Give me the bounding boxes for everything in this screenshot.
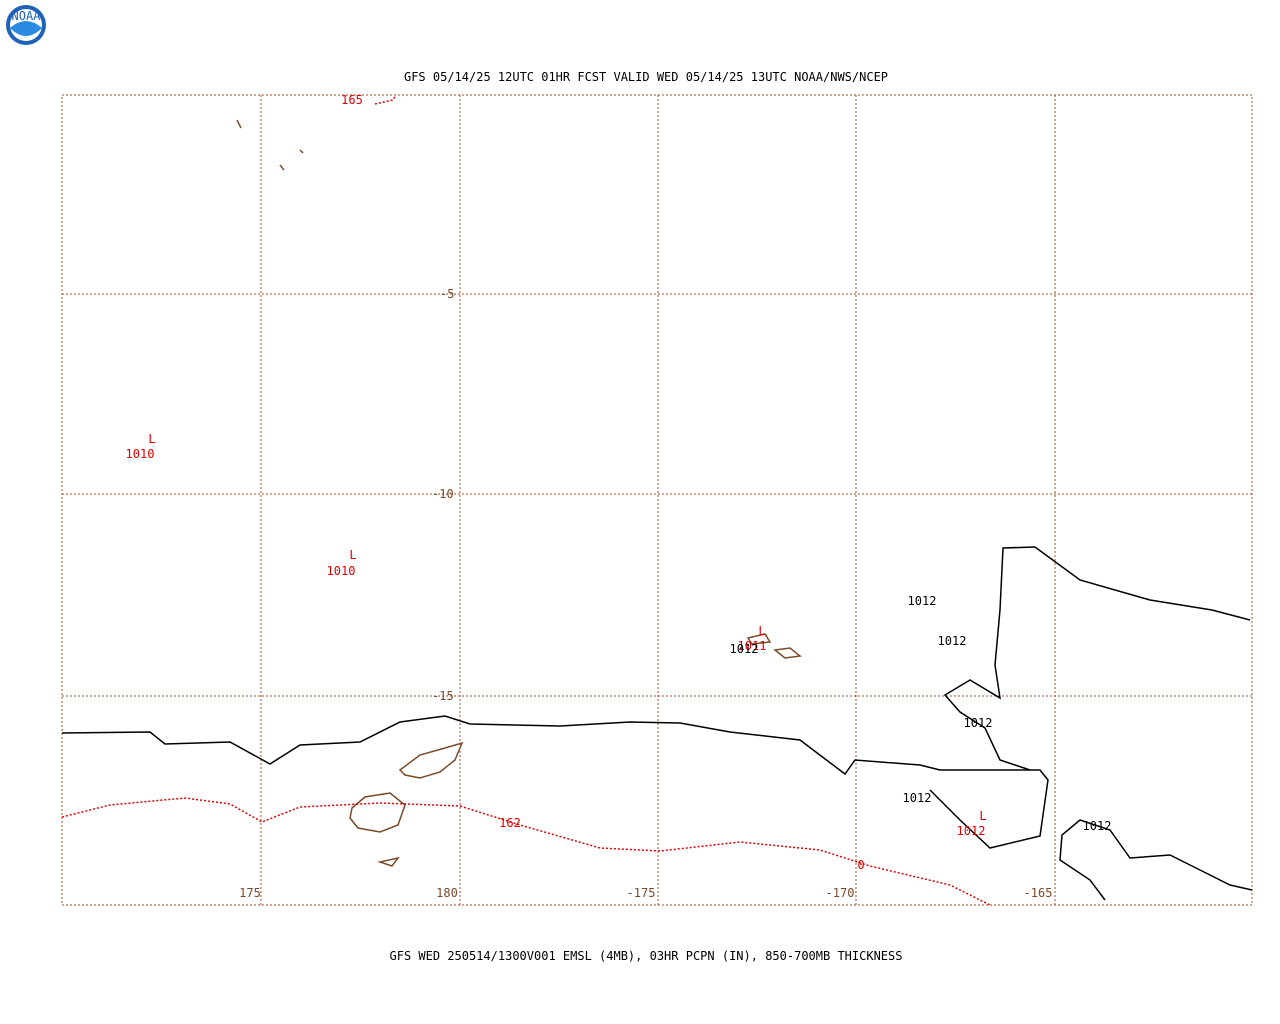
- isobar-label: 1012: [964, 716, 993, 730]
- thickness-label: 0: [857, 858, 864, 872]
- thickness-contour: [61, 94, 991, 906]
- low-label: 1011: [738, 639, 767, 653]
- lat-label: -5: [440, 287, 454, 301]
- thickness-label: 165: [341, 93, 363, 107]
- low-label: 1010: [327, 564, 356, 578]
- isobar-label: 1012: [903, 791, 932, 805]
- isobar-label: 1012: [908, 594, 937, 608]
- isobars: [61, 546, 1253, 901]
- low-symbol: L: [979, 809, 986, 823]
- svg-text:NOAA: NOAA: [12, 9, 42, 23]
- lon-label: -170: [826, 886, 855, 900]
- coastlines: [236, 119, 802, 867]
- thickness-label: 162: [499, 816, 521, 830]
- low-symbol: L: [148, 432, 155, 446]
- lat-label: -10: [432, 487, 454, 501]
- lon-label: -175: [627, 886, 656, 900]
- grid: [61, 94, 1253, 906]
- isobar-label: 1012: [730, 642, 759, 656]
- low-symbol: L: [758, 624, 765, 638]
- lon-label: -165: [1024, 886, 1053, 900]
- low-label: 1010: [126, 447, 155, 461]
- low-symbol: L: [349, 548, 356, 562]
- noaa-logo: NOAA: [6, 5, 46, 45]
- low-label: 1012: [957, 824, 986, 838]
- isobar-label: 1012: [1083, 819, 1112, 833]
- lon-label: 175: [239, 886, 261, 900]
- isobar-label: 1012: [938, 634, 967, 648]
- lon-label: 180: [436, 886, 458, 900]
- map-title: GFS 05/14/25 12UTC 01HR FCST VALID WED 0…: [404, 70, 888, 84]
- lat-label: -15: [432, 689, 454, 703]
- map-caption: GFS WED 250514/1300V001 EMSL (4MB), 03HR…: [390, 949, 903, 963]
